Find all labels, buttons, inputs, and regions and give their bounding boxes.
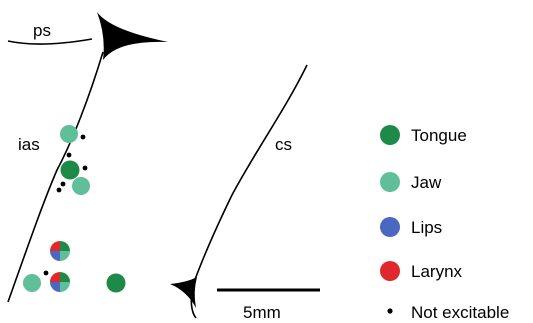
lips-quadrant [50, 282, 60, 292]
cs-wedge [170, 277, 197, 308]
legend-label-lips: Lips [411, 218, 442, 237]
not-excitable-dot [66, 152, 72, 158]
cs-sulcus-line [190, 64, 308, 319]
mixed-response-site [50, 241, 70, 261]
larynx-quadrant [50, 241, 60, 251]
legend-marker-tongue [380, 125, 400, 145]
jaw-quadrant [60, 251, 70, 261]
legend-item-tongue: Tongue [380, 125, 467, 145]
jaw-site [23, 274, 41, 292]
not-excitable-dot [60, 181, 66, 187]
tongue-site [106, 273, 126, 293]
jaw-quadrant [60, 282, 70, 292]
legend-item-lips: Lips [380, 217, 442, 237]
legend-marker-lips [380, 217, 400, 237]
jaw-site [72, 177, 90, 195]
tongue-site [60, 160, 80, 180]
jaw-site [60, 125, 78, 143]
ias-wedge [97, 12, 168, 60]
not-excitable-dot [56, 187, 62, 193]
tongue-quadrant [60, 241, 70, 251]
legend-marker-not-excitable [387, 308, 393, 314]
stimulation-sites [23, 125, 126, 293]
cs-label: cs [275, 135, 292, 154]
not-excitable-dot [43, 270, 49, 276]
ps-sulcus-line [7, 38, 93, 45]
legend-marker-jaw [380, 172, 400, 192]
legend-item-larynx: Larynx [380, 261, 463, 281]
larynx-quadrant [50, 272, 60, 282]
tongue-quadrant [60, 272, 70, 282]
legend-item-not-excitable: Not excitable [387, 303, 509, 322]
legend-marker-larynx [380, 261, 400, 281]
scale-label: 5mm [243, 303, 281, 322]
legend-label-tongue: Tongue [411, 126, 467, 145]
not-excitable-dot [82, 165, 88, 171]
legend-item-jaw: Jaw [380, 172, 442, 192]
lips-quadrant [50, 251, 60, 261]
ias-label: ias [18, 135, 40, 154]
legend-label-larynx: Larynx [411, 262, 463, 281]
not-excitable-dot [80, 134, 86, 140]
legend-label-not-excitable: Not excitable [411, 303, 509, 322]
legend: Tongue Jaw Lips Larynx Not excitable [380, 125, 509, 322]
ps-label: ps [33, 21, 51, 40]
ias-sulcus-line [7, 51, 104, 303]
mixed-response-site [50, 272, 70, 292]
legend-label-jaw: Jaw [411, 173, 442, 192]
